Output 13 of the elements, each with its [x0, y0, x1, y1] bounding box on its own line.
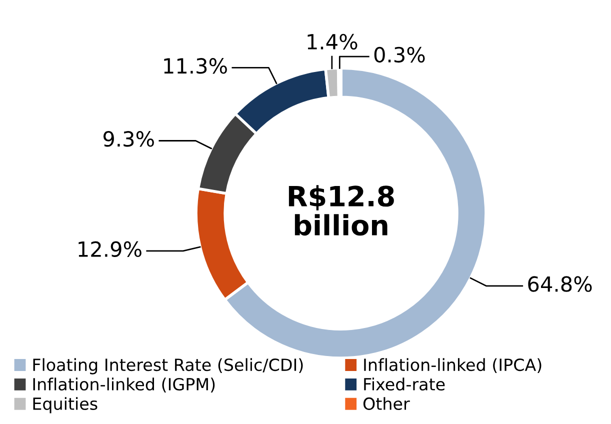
legend-label: Equities [33, 397, 98, 414]
data-label: 1.4% [308, 34, 358, 50]
data-label: 0.3% [374, 46, 425, 63]
legend-label: Floating Interest Rate (Selic/CDI) [33, 358, 303, 374]
data-label: 12.9% [78, 241, 142, 258]
legend-label: Inflation-linked (IPCA) [364, 358, 542, 374]
data-label: 11.3% [164, 58, 227, 74]
legend-label: Other [363, 397, 410, 410]
legend-label: Fixed-rate [364, 378, 445, 391]
text: R$12.8 billion [288, 185, 394, 236]
legend-label: Inflation-linked (IGPM) [33, 378, 215, 393]
data-label: 64.8% [528, 276, 592, 292]
data-label: 9.3% [103, 131, 154, 147]
